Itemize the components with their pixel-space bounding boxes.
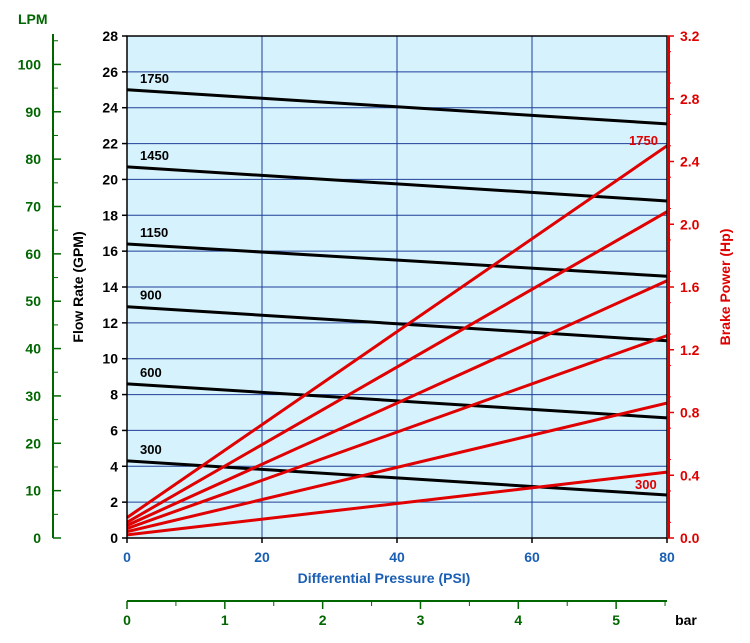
lpm-tick-label: 70 <box>25 198 41 214</box>
flow-line-900 <box>126 305 668 343</box>
bar-axis-title: bar <box>675 612 697 628</box>
psi-tick-label: 40 <box>389 549 405 565</box>
bar-tick-label: 4 <box>514 612 522 628</box>
gpm-tick-label: 0 <box>110 530 118 546</box>
bar-tick-label: 3 <box>417 612 425 628</box>
gpm-tick-label: 6 <box>110 422 118 438</box>
gpm-tick-label: 26 <box>102 64 118 80</box>
bar-tick-label: 2 <box>319 612 327 628</box>
hp-tick-label: 1.6 <box>680 279 700 295</box>
gpm-tick-label: 8 <box>110 387 118 403</box>
power-line-label: 1750 <box>629 133 658 148</box>
power-line-label: 300 <box>635 477 657 492</box>
x-axis-title: Differential Pressure (PSI) <box>298 570 471 586</box>
hp-tick-label: 0.8 <box>680 405 700 421</box>
lpm-tick-label: 90 <box>25 104 41 120</box>
flow-line-label: 1450 <box>140 148 169 163</box>
psi-tick-label: 0 <box>123 549 131 565</box>
power-line-1750 <box>126 144 668 519</box>
flow-line-300 <box>126 459 668 497</box>
y2-axis-title: Brake Power (Hp) <box>717 229 733 346</box>
flow-line-label: 1150 <box>140 225 168 240</box>
gpm-tick-label: 24 <box>102 100 118 116</box>
power-line-series-2 <box>126 279 668 527</box>
gpm-tick-label: 22 <box>102 136 118 152</box>
flow-line-1150 <box>126 242 668 278</box>
gpm-tick-label: 16 <box>102 243 118 259</box>
brake-power-series: 1750 300 <box>126 133 668 537</box>
gpm-tick-label: 14 <box>102 279 118 295</box>
power-line-series-4 <box>126 401 668 534</box>
flow-line-label: 300 <box>140 442 162 457</box>
power-line-series-1 <box>126 210 668 524</box>
power-line-300 <box>126 470 668 537</box>
lpm-axis-title: LPM <box>18 11 48 27</box>
gpm-tick-label: 4 <box>110 458 118 474</box>
psi-tick-label: 60 <box>524 549 540 565</box>
flow-line-600 <box>126 382 668 420</box>
bar-tick-label: 5 <box>612 612 620 628</box>
y-axis-title: Flow Rate (GPM) <box>70 231 86 342</box>
bar-tick-label: 0 <box>123 612 131 628</box>
power-line-series-3 <box>126 334 668 531</box>
lpm-tick-label: 100 <box>18 56 42 72</box>
hp-tick-label: 2.0 <box>680 216 700 232</box>
hp-tick-label: 0.4 <box>680 467 700 483</box>
lpm-tick-label: 60 <box>25 246 41 262</box>
flow-line-label: 1750 <box>140 71 169 86</box>
flow-line-label: 900 <box>140 288 162 303</box>
gpm-tick-label: 18 <box>102 207 118 223</box>
lpm-tick-label: 80 <box>25 151 41 167</box>
gpm-tick-label: 10 <box>102 351 118 367</box>
lpm-tick-label: 50 <box>25 293 41 309</box>
lpm-tick-label: 10 <box>25 483 41 499</box>
psi-tick-label: 20 <box>254 549 270 565</box>
gpm-tick-label: 12 <box>102 315 118 331</box>
gpm-tick-label: 28 <box>102 28 118 44</box>
lpm-tick-label: 0 <box>33 530 41 546</box>
lpm-tick-label: 30 <box>25 388 41 404</box>
lpm-tick-label: 40 <box>25 341 41 357</box>
hp-tick-label: 1.2 <box>680 342 700 358</box>
flow-line-1450 <box>126 165 668 203</box>
hp-tick-label: 2.4 <box>680 154 700 170</box>
flow-line-label: 600 <box>140 365 162 380</box>
hp-tick-label: 3.2 <box>680 28 700 44</box>
gpm-tick-label: 2 <box>110 494 118 510</box>
lpm-tick-label: 20 <box>25 435 41 451</box>
hp-tick-label: 2.8 <box>680 91 700 107</box>
flow-line-1750 <box>126 88 668 126</box>
flow-rate-series: 1750 1450 1150 900 600 300 <box>126 71 668 497</box>
psi-tick-label: 80 <box>659 549 675 565</box>
gpm-tick-label: 20 <box>102 171 118 187</box>
bar-tick-label: 1 <box>221 612 229 628</box>
hp-tick-label: 0.0 <box>680 530 700 546</box>
